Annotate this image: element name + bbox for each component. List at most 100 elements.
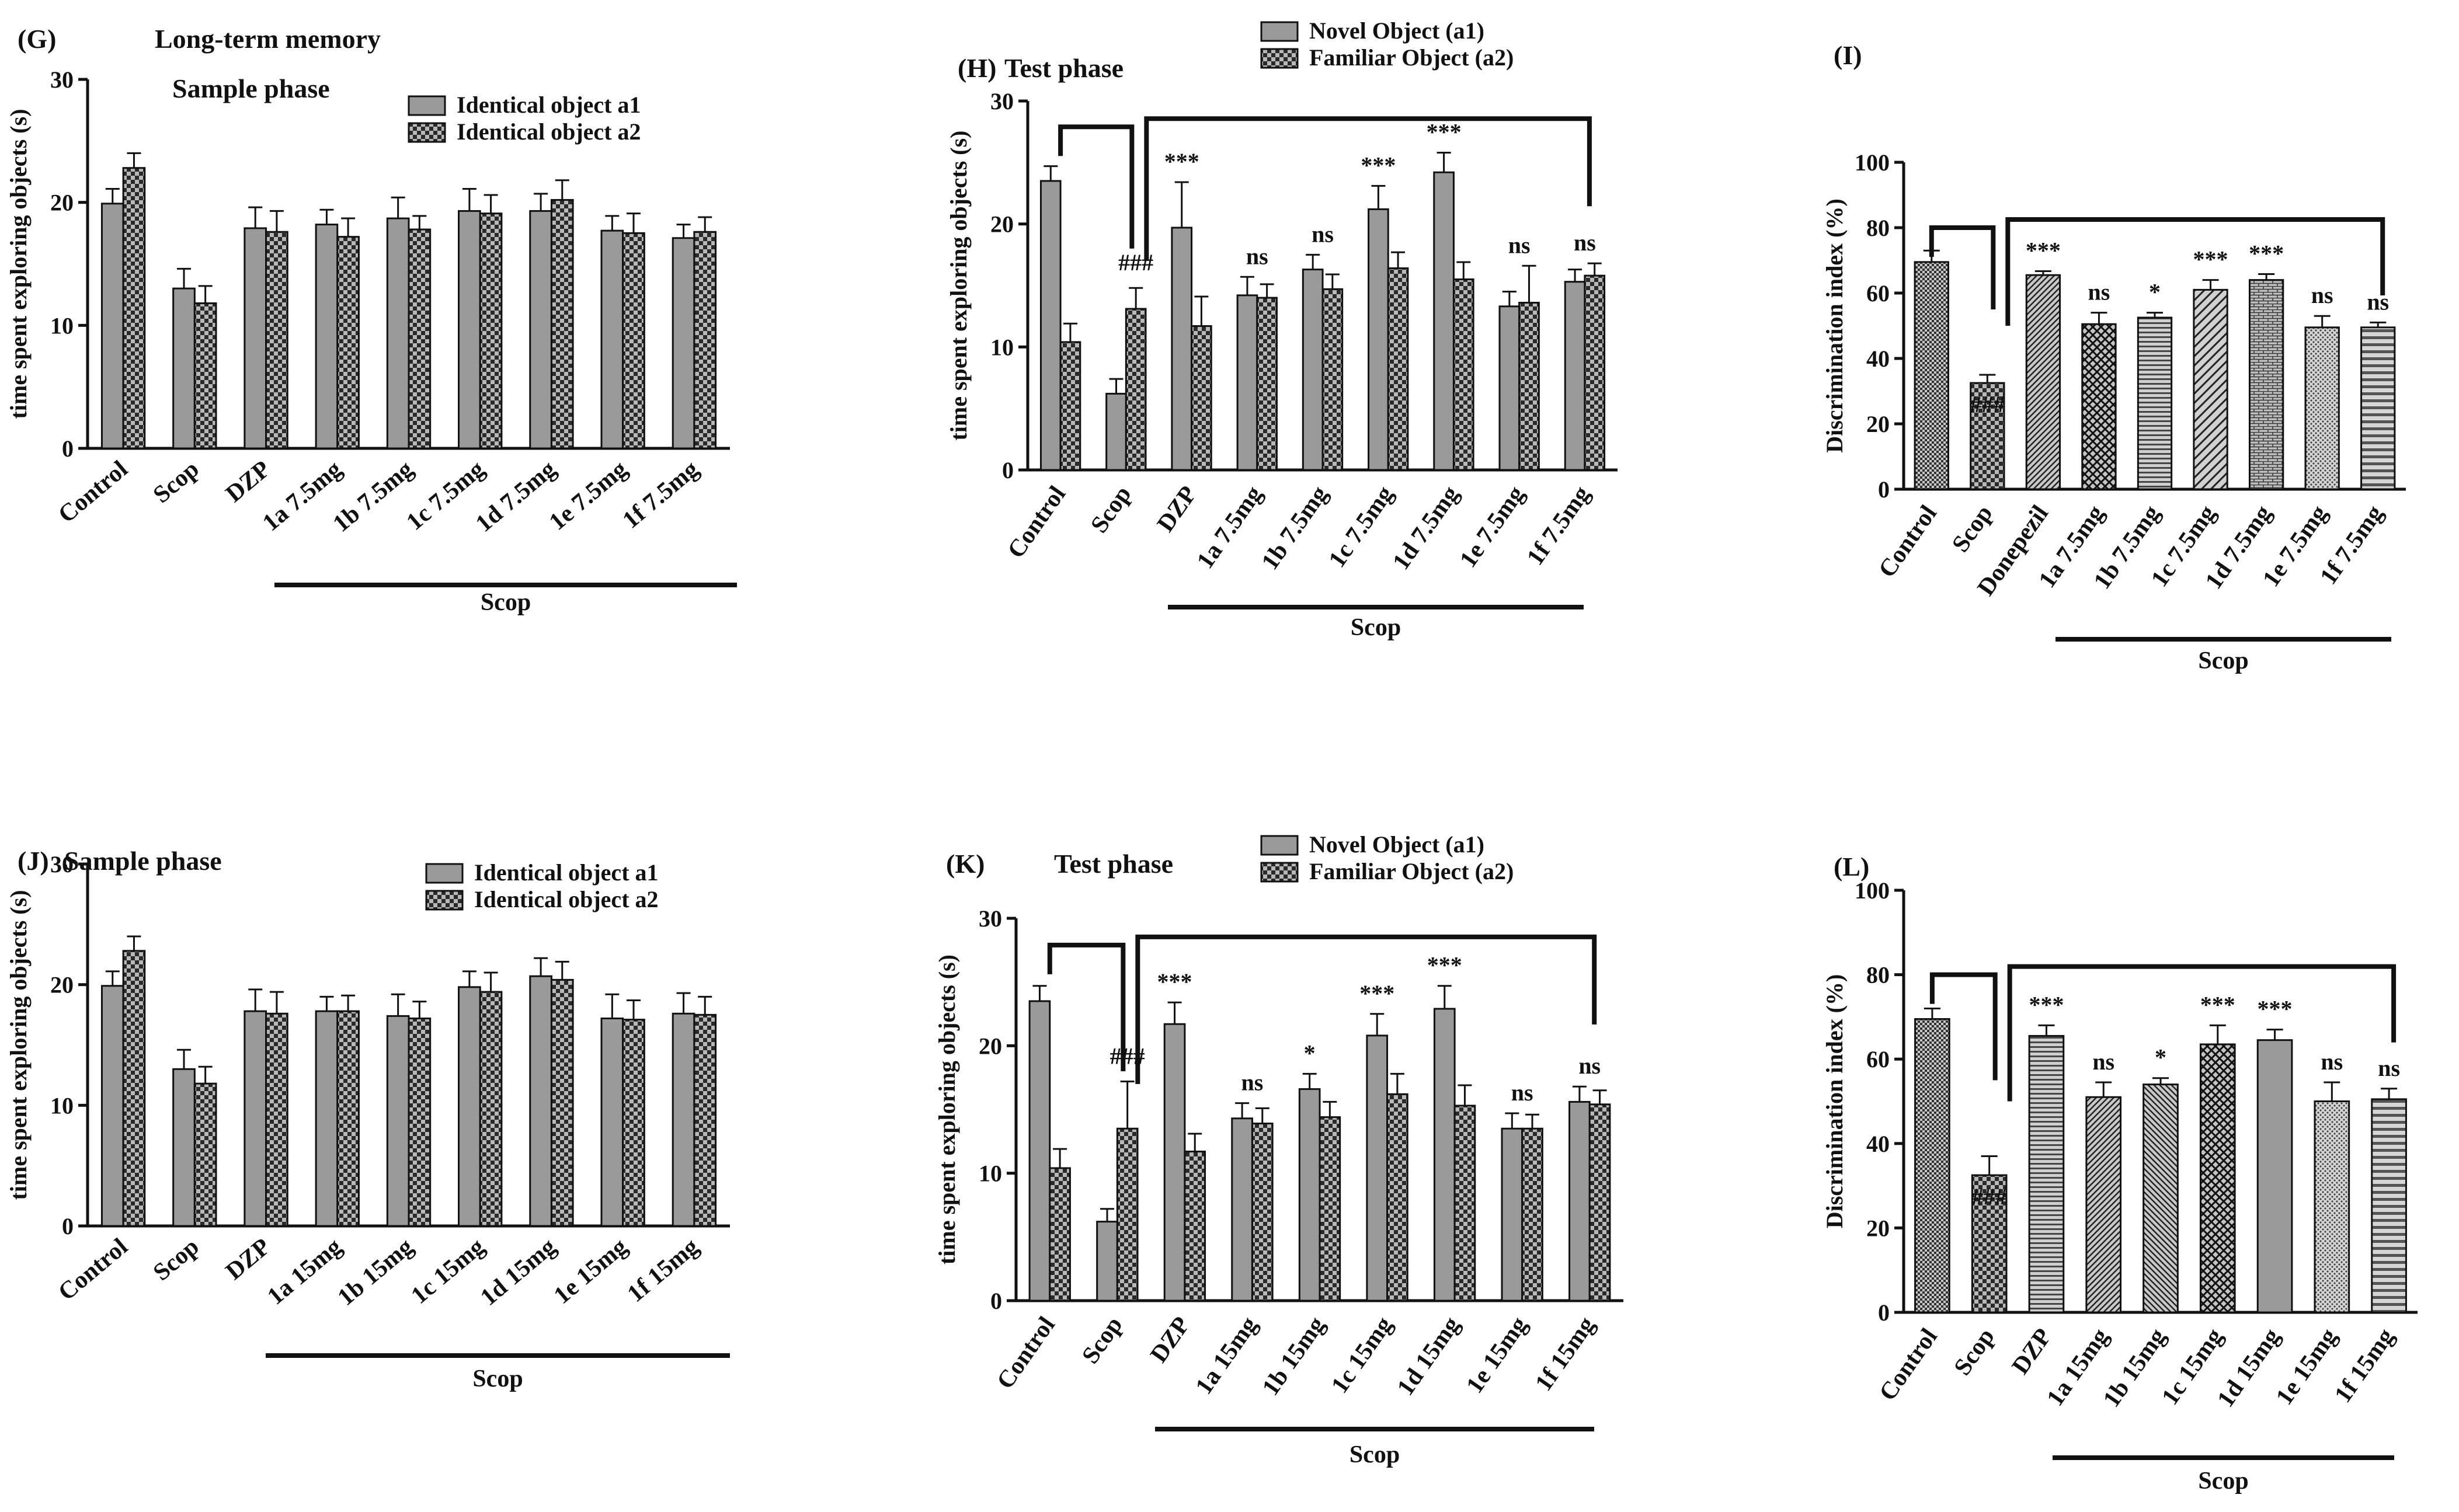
category-label: Scop (1077, 1312, 1128, 1368)
legend-label: Familiar Object (a2) (1309, 44, 1514, 71)
bar-a1-4 (1302, 269, 1324, 471)
y-axis-title: Discrimination index (%) (1821, 198, 1848, 453)
bar-a2-1 (1116, 1127, 1139, 1302)
comparison-bracket-scop-treatments (2005, 217, 2385, 326)
bar-a1-0 (100, 203, 124, 450)
y-tick-label: 20 (1866, 411, 1890, 437)
y-tick-label: 60 (1866, 1046, 1890, 1072)
y-tick-label: 60 (1866, 280, 1890, 306)
y-tick-label: 80 (1866, 215, 1890, 241)
category-label: 1f 7.5mg (618, 455, 704, 534)
group-label: Scop (1350, 1441, 1400, 1468)
legend-swatch (1260, 48, 1299, 69)
bar-a2-4 (408, 1018, 432, 1227)
bar-a1-3 (315, 224, 339, 450)
panel-k-chart: (K) Test phase 0 10 20 30 time spent exploring… (934, 831, 1623, 1468)
bar-a2-3 (336, 1010, 360, 1227)
category-label: 1b 7.5mg (1257, 481, 1333, 574)
bar-a1-0 (100, 985, 124, 1227)
bar-a1-7 (600, 1018, 624, 1227)
panel-i-chart: (I) 0 20 40 60 80 100 Discrimination index (%) C… (1821, 40, 2406, 674)
bar-a1-2 (244, 1010, 267, 1227)
y-tick-label: 30 (50, 851, 74, 877)
y-tick-label: 80 (1866, 962, 1890, 988)
category-label: Control (53, 1233, 133, 1306)
bar-a2-7 (1518, 301, 1540, 471)
category-label: 1e 7.5mg (544, 455, 632, 535)
panel-title: (G) (18, 24, 56, 54)
panel-title: (K) (946, 849, 985, 879)
legend-swatch (408, 95, 446, 116)
bar-a2-0 (122, 950, 146, 1227)
bar-a1-3 (1236, 294, 1258, 471)
legend-swatch (1260, 835, 1299, 856)
bar-a1-7 (1501, 1127, 1524, 1302)
y-tick-label: 20 (979, 1033, 1002, 1059)
significance-label: *** (1157, 968, 1192, 995)
legend-swatch (1260, 21, 1299, 42)
bar-a2-5 (1387, 267, 1409, 471)
bar-a2-5 (1386, 1093, 1408, 1302)
panel-subtitle: Sample phase (172, 74, 330, 103)
category-label: Scop (148, 455, 204, 508)
group-label: Scop (481, 589, 531, 616)
bar-a2-2 (265, 231, 288, 450)
significance-label: ### (1970, 391, 2005, 417)
significance-label: ns (1246, 243, 1268, 269)
y-tick-label: 20 (50, 972, 74, 998)
category-label: 1e 15mg (549, 1233, 632, 1309)
bar-a2-6 (1452, 278, 1474, 471)
bar-a1-5 (458, 986, 481, 1227)
bar-a1-4 (386, 217, 410, 450)
y-tick-label: 10 (979, 1161, 1002, 1187)
comparison-bracket-control-scop (1929, 225, 1996, 309)
panel-title: (L) (1834, 852, 1869, 882)
y-tick-label: 0 (1878, 1300, 1890, 1326)
bar-a2-0 (1059, 341, 1081, 471)
bar-a2-8 (693, 1013, 717, 1227)
y-tick-label: 0 (990, 1288, 1002, 1314)
category-label: 1d 15mg (475, 1233, 561, 1311)
category-label: DZP (1152, 481, 1202, 536)
category-label: 1b 15mg (333, 1233, 419, 1311)
comparison-bracket-control-scop (1058, 124, 1135, 249)
panel-title: (H) (958, 53, 996, 83)
panel-subtitle: Test phase (1004, 53, 1124, 83)
significance-label: ns (2367, 288, 2389, 315)
bar-a1-8 (1564, 281, 1586, 471)
significance-label: ns (1511, 1079, 1533, 1106)
bar-5 (2193, 288, 2228, 490)
significance-label: * (2149, 279, 2161, 305)
bar-1 (1971, 1174, 2008, 1314)
legend-label: Identical object a1 (457, 92, 641, 118)
y-tick-label: 30 (979, 905, 1002, 932)
category-label: 1a 15mg (262, 1233, 347, 1310)
bar-2 (2025, 274, 2061, 490)
panel-subtitle: Test phase (1054, 849, 1173, 879)
bar-a2-3 (336, 236, 360, 450)
legend-label: Identical object a2 (457, 119, 641, 145)
category-label: Scop (1949, 1323, 2000, 1380)
legend-label: Novel Object (a1) (1309, 18, 1484, 44)
bar-a1-6 (529, 975, 552, 1227)
panel-j-chart: (J) Sample phase 0 10 20 30 time spent explori… (5, 846, 730, 1392)
bar-a2-7 (622, 1019, 645, 1227)
y-axis-title: time spent exploring objects (s) (5, 109, 32, 419)
bar-a1-7 (600, 229, 624, 450)
significance-label: *** (1359, 980, 1394, 1006)
significance-label: ns (2088, 279, 2110, 305)
category-label: 1f 15mg (2329, 1323, 2399, 1408)
bar-a2-6 (550, 978, 574, 1227)
category-label: 1f 15mg (622, 1233, 704, 1307)
bar-a2-3 (1251, 1123, 1274, 1302)
bar-0 (1914, 1018, 1950, 1314)
category-label: Scop (1947, 500, 1998, 557)
significance-label: ns (1241, 1069, 1264, 1096)
y-tick-label: 10 (990, 334, 1014, 360)
category-label: 1c 15mg (406, 1233, 490, 1309)
y-tick-label: 20 (990, 211, 1014, 238)
bar-a2-6 (550, 198, 574, 450)
bar-a1-2 (1163, 1023, 1186, 1302)
bar-a2-2 (1184, 1151, 1206, 1302)
